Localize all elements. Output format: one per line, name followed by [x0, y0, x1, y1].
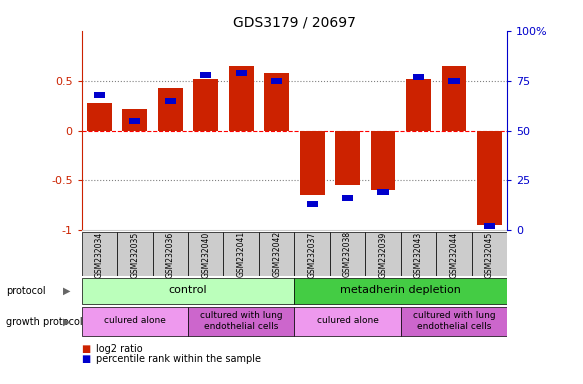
Bar: [335, 131, 360, 185]
Bar: [82, 278, 294, 304]
Text: GSM232040: GSM232040: [201, 231, 210, 278]
Bar: [441, 66, 466, 131]
Bar: [484, 223, 495, 229]
Bar: [294, 232, 330, 276]
Text: protocol: protocol: [6, 286, 45, 296]
Text: percentile rank within the sample: percentile rank within the sample: [96, 354, 261, 364]
Bar: [259, 232, 294, 276]
Bar: [236, 70, 247, 76]
Text: GSM232044: GSM232044: [449, 231, 458, 278]
Text: cultured with lung
endothelial cells: cultured with lung endothelial cells: [200, 311, 283, 331]
Bar: [165, 98, 176, 104]
Bar: [401, 307, 507, 336]
Bar: [472, 232, 507, 276]
Bar: [188, 307, 294, 336]
Bar: [153, 232, 188, 276]
Bar: [188, 232, 223, 276]
Bar: [129, 118, 141, 124]
Text: GSM232034: GSM232034: [95, 231, 104, 278]
Bar: [413, 74, 424, 79]
Bar: [271, 78, 282, 84]
Bar: [82, 232, 117, 276]
Text: ■: ■: [82, 354, 91, 364]
Bar: [436, 232, 472, 276]
Bar: [158, 88, 182, 131]
Bar: [294, 307, 401, 336]
Text: cultured with lung
endothelial cells: cultured with lung endothelial cells: [413, 311, 496, 331]
Text: culured alone: culured alone: [104, 316, 166, 326]
Text: metadherin depletion: metadherin depletion: [340, 285, 461, 295]
Bar: [122, 109, 147, 131]
Bar: [378, 189, 389, 195]
Text: control: control: [168, 285, 208, 295]
Bar: [406, 79, 431, 131]
Text: ▶: ▶: [64, 286, 71, 296]
Bar: [300, 131, 325, 195]
Bar: [342, 195, 353, 202]
Bar: [264, 73, 289, 131]
Bar: [371, 131, 395, 190]
Text: GSM232035: GSM232035: [131, 231, 139, 278]
Bar: [448, 78, 459, 84]
Title: GDS3179 / 20697: GDS3179 / 20697: [233, 16, 356, 30]
Bar: [401, 232, 436, 276]
Bar: [307, 202, 318, 207]
Text: ▶: ▶: [64, 316, 71, 327]
Bar: [200, 72, 211, 78]
Text: culured alone: culured alone: [317, 316, 378, 326]
Bar: [330, 232, 366, 276]
Bar: [87, 103, 112, 131]
Text: GSM232041: GSM232041: [237, 231, 245, 278]
Bar: [117, 232, 153, 276]
Bar: [477, 131, 502, 225]
Text: GSM232037: GSM232037: [308, 231, 317, 278]
Text: GSM232036: GSM232036: [166, 231, 175, 278]
Bar: [94, 92, 105, 98]
Text: GSM232038: GSM232038: [343, 231, 352, 278]
Text: ■: ■: [82, 344, 91, 354]
Bar: [223, 232, 259, 276]
Text: GSM232045: GSM232045: [485, 231, 494, 278]
Text: GSM232043: GSM232043: [414, 231, 423, 278]
Text: GSM232042: GSM232042: [272, 231, 281, 278]
Text: growth protocol: growth protocol: [6, 316, 82, 327]
Bar: [194, 79, 218, 131]
Text: GSM232039: GSM232039: [378, 231, 388, 278]
Bar: [366, 232, 401, 276]
Text: log2 ratio: log2 ratio: [96, 344, 143, 354]
Bar: [82, 307, 188, 336]
Bar: [294, 278, 507, 304]
Bar: [229, 66, 254, 131]
